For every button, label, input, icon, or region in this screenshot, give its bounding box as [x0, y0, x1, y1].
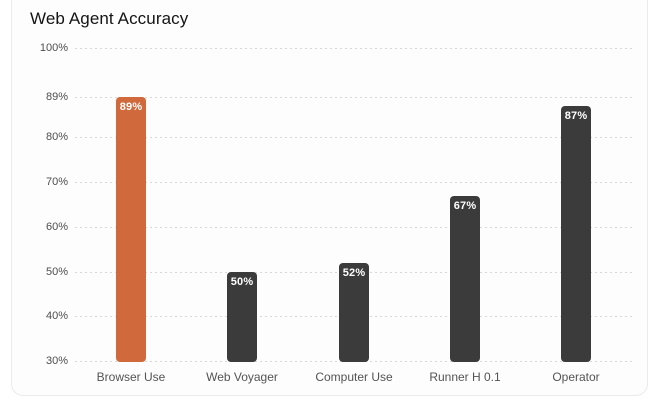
y-tick-label-50: 50% [45, 266, 68, 278]
y-tick-label-89: 89% [45, 91, 68, 103]
x-axis-label-computer-use: Computer Use [315, 370, 393, 384]
chart-title: Web Agent Accuracy [30, 9, 189, 28]
gridline-100 [75, 48, 632, 49]
x-axis-label-web-voyager: Web Voyager [206, 370, 278, 384]
gridline-80 [75, 137, 632, 138]
y-tick-label-40: 40% [45, 310, 68, 322]
bar-value-label-computer-use: 52% [342, 267, 366, 279]
y-tick-label-70: 70% [45, 176, 68, 188]
bar-value-label-runner-h-0-1: 67% [453, 200, 477, 212]
x-axis-label-runner-h-0-1: Runner H 0.1 [429, 370, 501, 384]
bar-browser-use: 89% [116, 97, 146, 362]
bar-operator: 87% [561, 106, 591, 362]
gridline-70 [75, 182, 632, 183]
bar-computer-use: 52% [339, 263, 369, 362]
y-tick-label-100: 100% [39, 42, 68, 54]
y-tick-label-80: 80% [45, 131, 68, 143]
y-tick-label-60: 60% [45, 221, 68, 233]
gridline-60 [75, 227, 632, 228]
bar-value-label-web-voyager: 50% [230, 276, 254, 288]
bar-value-label-browser-use: 89% [119, 101, 143, 113]
y-tick-label-30: 30% [45, 355, 68, 367]
x-axis-label-browser-use: Browser Use [96, 370, 166, 384]
bar-runner-h-0-1: 67% [450, 196, 480, 362]
x-axis-label-operator: Operator [552, 370, 600, 384]
gridline-89 [75, 97, 632, 98]
bar-web-voyager: 50% [227, 272, 257, 362]
bar-value-label-operator: 87% [564, 110, 588, 122]
